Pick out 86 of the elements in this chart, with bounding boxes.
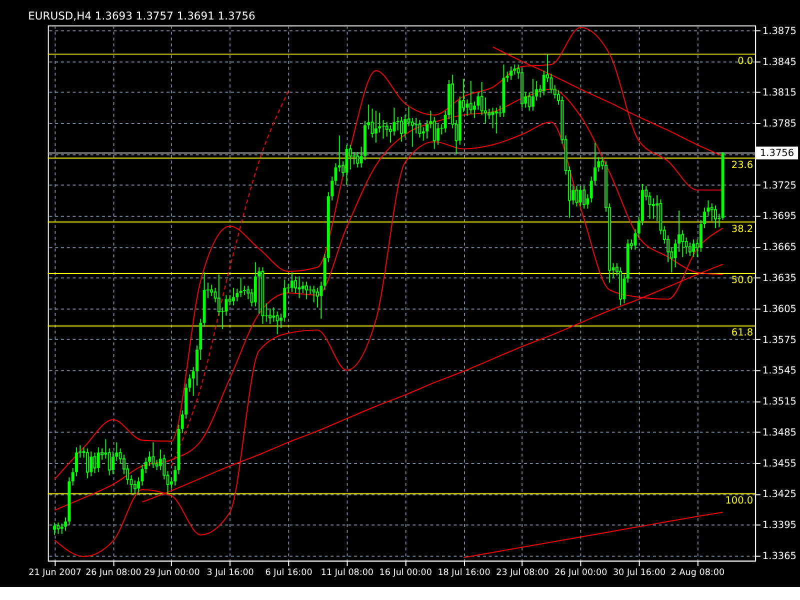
y-tick-label: 1.3485 bbox=[762, 427, 797, 438]
y-tick-label: 1.3785 bbox=[762, 118, 797, 130]
candlestick bbox=[432, 116, 436, 150]
line-series bbox=[463, 512, 724, 558]
y-tick-label: 1.3695 bbox=[762, 211, 797, 222]
candlestick bbox=[305, 281, 308, 300]
y-tick-label: 1.3725 bbox=[762, 180, 797, 192]
annotation: 38.2 bbox=[731, 224, 754, 235]
candlestick bbox=[152, 442, 155, 468]
candlestick bbox=[53, 522, 56, 536]
candlestick bbox=[108, 448, 111, 476]
candlestick bbox=[586, 194, 590, 210]
candlestick bbox=[578, 185, 582, 208]
y-tick-label: 1.3515 bbox=[762, 396, 797, 408]
candlestick bbox=[400, 116, 403, 142]
candlestick bbox=[531, 78, 534, 112]
y-tick-label: 1.3365 bbox=[762, 550, 797, 562]
candlestick bbox=[396, 116, 400, 131]
candlestick bbox=[86, 448, 89, 479]
candlestick bbox=[272, 306, 276, 322]
x-tick-label: 26 Jun 08:00 bbox=[86, 568, 142, 578]
annotation: 50.0 bbox=[731, 275, 754, 286]
candlestick bbox=[239, 277, 242, 298]
y-tick-label: 1.3605 bbox=[762, 304, 797, 315]
candlestick bbox=[298, 276, 301, 299]
y-tick-label: 1.3845 bbox=[762, 56, 797, 68]
candlestick bbox=[345, 144, 348, 186]
x-tick-label: 16 Jul 00:00 bbox=[379, 568, 432, 578]
candlestick bbox=[436, 124, 440, 146]
candlestick bbox=[96, 446, 100, 473]
candlestick bbox=[692, 238, 696, 258]
y-tick-label: 1.3665 bbox=[762, 242, 797, 254]
candlestick bbox=[290, 272, 294, 292]
candlestick bbox=[236, 288, 239, 302]
candlestick bbox=[301, 281, 304, 294]
annotation: 0.0 bbox=[738, 56, 754, 67]
candlestick bbox=[268, 308, 272, 324]
candlestick bbox=[133, 480, 136, 494]
candlestick bbox=[246, 285, 250, 300]
candlestick bbox=[510, 66, 512, 80]
candlestick bbox=[494, 107, 498, 134]
annotation: 61.8 bbox=[731, 328, 754, 339]
candlestick bbox=[56, 522, 60, 534]
candlestick bbox=[348, 144, 352, 170]
candlestick bbox=[356, 151, 360, 168]
candlestick bbox=[582, 185, 586, 210]
x-tick-label: 21 Jun 2007 bbox=[28, 568, 82, 578]
x-tick-label: 18 Jul 16:00 bbox=[438, 568, 490, 578]
candlestick bbox=[466, 98, 469, 116]
line-series bbox=[54, 26, 724, 480]
chart-title: EURUSD,H4 1.3693 1.3757 1.3691 1.3756 bbox=[28, 10, 256, 23]
x-tick-label: 29 Jun 00:00 bbox=[144, 568, 200, 578]
candlestick bbox=[352, 151, 356, 165]
x-tick-label: 11 Jul 08:00 bbox=[320, 568, 374, 578]
candlestick bbox=[374, 110, 378, 144]
x-tick-label: 30 Jul 16:00 bbox=[612, 568, 666, 578]
y-tick-label: 1.3455 bbox=[762, 458, 797, 470]
candlestick bbox=[414, 118, 418, 134]
candlestick bbox=[714, 205, 717, 229]
y-tick-label: 1.3395 bbox=[762, 520, 797, 532]
x-tick-label: 6 Jul 16:00 bbox=[265, 568, 312, 578]
y-tick-label: 1.3635 bbox=[762, 272, 797, 284]
candlestick bbox=[320, 281, 323, 320]
candlestick bbox=[90, 451, 93, 477]
candlestick bbox=[634, 228, 637, 250]
candlestick bbox=[276, 311, 279, 335]
y-tick-label: 1.3575 bbox=[762, 334, 797, 346]
x-tick-label: 2 Aug 08:00 bbox=[670, 568, 725, 578]
candlestick bbox=[404, 114, 407, 138]
x-tick-label: 23 Jul 08:00 bbox=[496, 568, 549, 578]
y-tick-label: 1.3875 bbox=[762, 26, 797, 37]
y-tick-label: 1.3545 bbox=[762, 366, 797, 377]
candlestick bbox=[210, 284, 214, 297]
candlestick bbox=[232, 287, 235, 306]
candlestick bbox=[338, 135, 341, 172]
candlestick bbox=[418, 120, 422, 138]
candlestick bbox=[469, 80, 472, 114]
candlestick bbox=[718, 213, 721, 228]
y-tick-label: 1.3425 bbox=[762, 489, 797, 500]
y-tick-label: 1.3815 bbox=[762, 88, 797, 99]
annotation: 100.0 bbox=[725, 496, 754, 507]
x-tick-label: 26 Jul 00:00 bbox=[554, 568, 608, 578]
x-tick-label: 3 Jul 16:00 bbox=[206, 568, 254, 578]
candlestick bbox=[622, 274, 626, 304]
annotation: 23.6 bbox=[731, 160, 754, 171]
ref-line-label: 1.3756 bbox=[760, 148, 794, 159]
